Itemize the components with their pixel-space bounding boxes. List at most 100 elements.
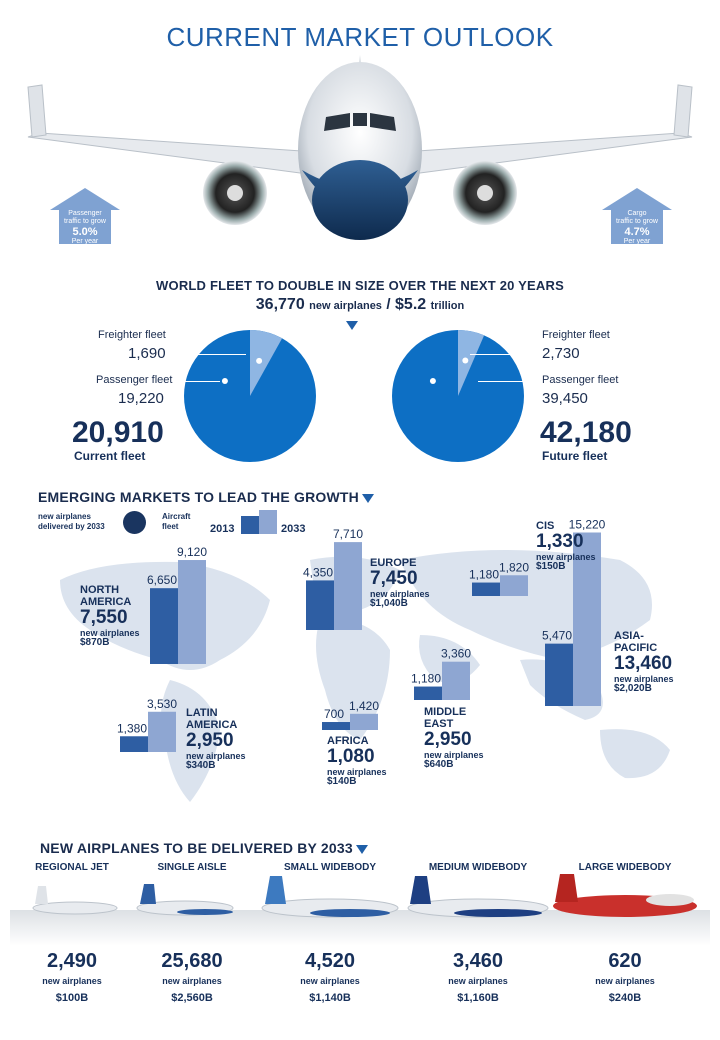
region-latin-america: LATIN AMERICA 2,950 new airplanes $340B [186, 707, 256, 771]
region-new: 1,330 [536, 531, 584, 552]
region-sub: new airplanes [424, 750, 484, 760]
small-widebody-plane [261, 876, 399, 918]
bar-2013 [150, 588, 178, 664]
category-sub-label: new airplanes [595, 976, 655, 986]
region-value: $140B [327, 776, 357, 787]
bar-2013 [120, 736, 148, 752]
category-sub-label: new airplanes [448, 976, 508, 986]
pie-slice-freighter [250, 330, 283, 396]
region-name: AFRICA [327, 735, 369, 747]
page-title: CURRENT MARKET OUTLOOK [166, 22, 554, 52]
category-name: SMALL WIDEBODY [283, 862, 377, 873]
region-name: MIDDLE EAST [424, 706, 467, 730]
fleet-new-airplanes: 36,770 [255, 296, 305, 313]
growth-heading: EMERGING MARKETS TO LEAD THE GROWTH [38, 489, 374, 505]
legend-circle-icon [123, 511, 146, 534]
fleet-value: $5.2 [395, 296, 427, 313]
region-new: 1,080 [327, 746, 375, 767]
category-sub-label: new airplanes [300, 976, 360, 986]
region-name: NORTH AMERICA [80, 584, 132, 608]
future-passenger-leader [478, 381, 536, 382]
region-value: $2,020B [614, 683, 652, 694]
legend-2013-label: 2013 [210, 523, 235, 535]
growth-down-arrow-icon [361, 493, 374, 503]
bar-2013 [322, 722, 350, 730]
future-freighter-leader [470, 354, 536, 355]
legend-2033-label: 2033 [281, 523, 306, 535]
category-value: $100B [55, 992, 89, 1004]
category-value: $2,560B [171, 992, 213, 1004]
region-africa: AFRICA 1,080 new airplanes $140B [327, 735, 397, 787]
region-north-america: NORTH AMERICA 7,550 new airplanes $870B [80, 584, 150, 648]
bar-2033 [500, 575, 528, 596]
legend-2033-swatch [259, 510, 277, 534]
bar-2033 [334, 542, 362, 630]
category-value: $240B [608, 992, 642, 1004]
bar-2013 [414, 686, 442, 700]
cargo-arrow-line2: traffic to grow [616, 218, 658, 225]
current-freighter-value: 1,690 [128, 345, 166, 362]
fleet-value-unit: trillion [430, 300, 465, 312]
bar-label-2033: 9,120 [177, 545, 207, 559]
bar-2033 [573, 532, 601, 706]
future-freighter-label: Freighter fleet [542, 329, 610, 341]
hero-airplane-illustration [27, 55, 693, 240]
bar-2033 [442, 661, 470, 700]
current-freighter-leader [172, 354, 246, 355]
region-cis: CIS 1,330 new airplanes $150B [536, 520, 606, 572]
future-freighter-value: 2,730 [542, 345, 580, 362]
category-sub-label: new airplanes [162, 976, 222, 986]
bar-label-2033: 7,710 [333, 527, 363, 541]
bar-2033 [350, 713, 378, 730]
passenger-growth-arrow: Passenger traffic to grow 5.0% Per year [50, 188, 120, 245]
region-new: 2,950 [186, 730, 234, 751]
passenger-arrow-pct: 5.0% [72, 226, 98, 238]
region-name: EUROPE [370, 557, 417, 569]
category-new-count: 620 [608, 950, 642, 972]
category-value: $1,160B [457, 992, 499, 1004]
pie-slice-freighter [458, 330, 485, 396]
future-fleet-total: 42,180 [540, 416, 632, 449]
current-fleet-total-label: Current fleet [74, 449, 146, 463]
legend-aircraft-fleet: Aircraft fleet [162, 512, 191, 531]
current-passenger-value: 19,220 [118, 390, 164, 407]
region-name: ASIA-PACIFIC [614, 630, 658, 654]
region-sub: new airplanes [370, 589, 430, 599]
category-name: REGIONAL JET [35, 862, 109, 873]
bar-2033 [148, 711, 176, 752]
region-sub: new airplanes [536, 552, 596, 562]
fleet-down-arrow-icon [346, 321, 358, 330]
current-passenger-leader [172, 381, 220, 382]
current-fleet-pie [184, 330, 316, 462]
bar-2013 [306, 580, 334, 630]
pie-dot-freighter [462, 357, 469, 364]
region-new: 13,460 [614, 653, 673, 674]
bar-label-2013: 1,180 [411, 672, 441, 686]
region-value: $870B [80, 637, 110, 648]
bar-label-2013: 4,350 [303, 565, 333, 579]
region-sub: new airplanes [327, 767, 387, 777]
delivered-heading: NEW AIRPLANES TO BE DELIVERED BY 2033 [40, 840, 368, 856]
region-name: LATIN AMERICA [186, 707, 238, 731]
region-sub: new airplanes [186, 751, 246, 761]
delivered-categories: REGIONAL JET 2,490 new airplanes $100B SINGL… [0, 862, 720, 1022]
future-passenger-value: 39,450 [542, 390, 588, 407]
bar-label-2013: 6,650 [147, 573, 177, 587]
fleet-new-airplanes-label: new airplanes [309, 300, 382, 312]
delivered-heading-text: NEW AIRPLANES TO BE DELIVERED BY 2033 [40, 840, 353, 856]
current-passenger-label: Passenger fleet [96, 374, 173, 386]
category-new-count: 3,460 [452, 950, 504, 972]
airplane-category-illustrations [10, 874, 710, 946]
region-asia-pacific: ASIA-PACIFIC 13,460 new airplanes $2,020… [614, 630, 684, 694]
bar-label-2013: 1,180 [469, 568, 499, 582]
category-value: $1,140B [309, 992, 351, 1004]
region-name: CIS [536, 520, 555, 532]
passenger-arrow-line1: Passenger [68, 210, 102, 217]
cargo-arrow-unit: Per year [623, 238, 651, 245]
category-name: LARGE WIDEBODY [578, 862, 672, 873]
cargo-arrow-line1: Cargo [627, 210, 647, 217]
future-fleet-pie [392, 330, 524, 462]
single-aisle-plane [136, 884, 234, 916]
pie-dot-freighter [256, 357, 263, 364]
region-new: 7,450 [370, 568, 418, 589]
